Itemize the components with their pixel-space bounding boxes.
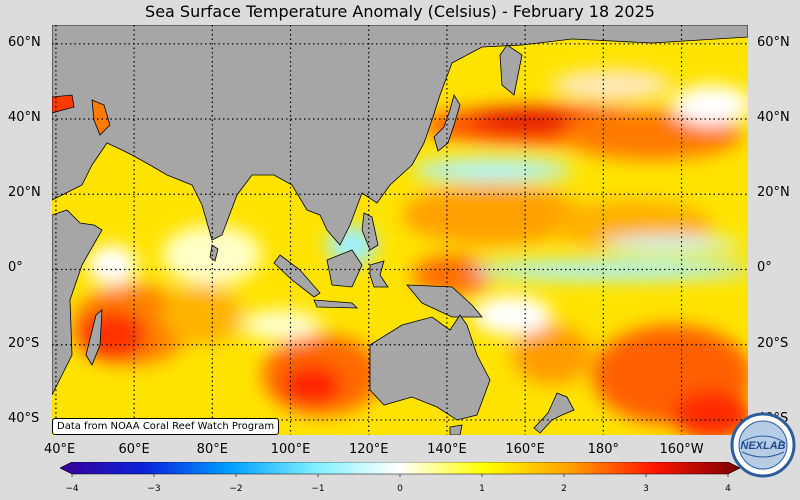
- colorbar-tick-label: 4: [725, 484, 731, 494]
- longitude-label: 180°: [587, 442, 619, 457]
- latitude-label: 20°N: [757, 185, 790, 201]
- colorbar-tick-label: −3: [147, 484, 161, 494]
- colorbar-tick-label: −4: [65, 484, 79, 494]
- longitude-label: 140°E: [427, 442, 467, 457]
- latitude-label: 0°: [757, 260, 772, 276]
- land-masses: [52, 25, 748, 435]
- graticule: [52, 25, 748, 435]
- latitude-label: 60°N: [757, 34, 790, 50]
- colorbar-tick-label: 2: [561, 484, 567, 494]
- latitude-label: 20°N: [8, 185, 41, 201]
- longitude-label: 160°W: [659, 442, 704, 457]
- colorbar-tick-label: 1: [479, 484, 485, 494]
- longitude-label: 60°E: [118, 442, 150, 457]
- sst-anomaly-map: [52, 25, 748, 435]
- latitude-label: 40°S: [8, 410, 40, 426]
- colorbar-tick-label: 0: [397, 484, 403, 494]
- colorbar-tick-label: −2: [229, 484, 243, 494]
- data-credit: Data from NOAA Coral Reef Watch Program: [52, 418, 280, 435]
- colorbar: [60, 462, 740, 477]
- latitude-label: 20°S: [8, 335, 40, 351]
- latitude-label: 40°N: [757, 110, 790, 126]
- longitude-label: 40°E: [44, 442, 76, 457]
- latitude-label: 60°N: [8, 34, 41, 50]
- longitude-label: 80°E: [196, 442, 228, 457]
- longitude-label: 160°E: [505, 442, 545, 457]
- latitude-label: 20°S: [757, 335, 789, 351]
- latitude-label: 0°: [8, 260, 23, 276]
- latitude-label: 40°N: [8, 110, 41, 126]
- colorbar-gradient: [60, 462, 740, 475]
- colorbar-tick-label: 3: [643, 484, 649, 494]
- longitude-label: 120°E: [348, 442, 389, 457]
- nexlab-logo: NEXLAB: [730, 412, 796, 478]
- map-title: Sea Surface Temperature Anomaly (Celsius…: [145, 2, 655, 21]
- map-canvas: [52, 25, 748, 435]
- logo-lettering: NEXLAB: [740, 440, 785, 452]
- colorbar-tick-label: −1: [311, 484, 325, 494]
- longitude-label: 100°E: [270, 442, 311, 457]
